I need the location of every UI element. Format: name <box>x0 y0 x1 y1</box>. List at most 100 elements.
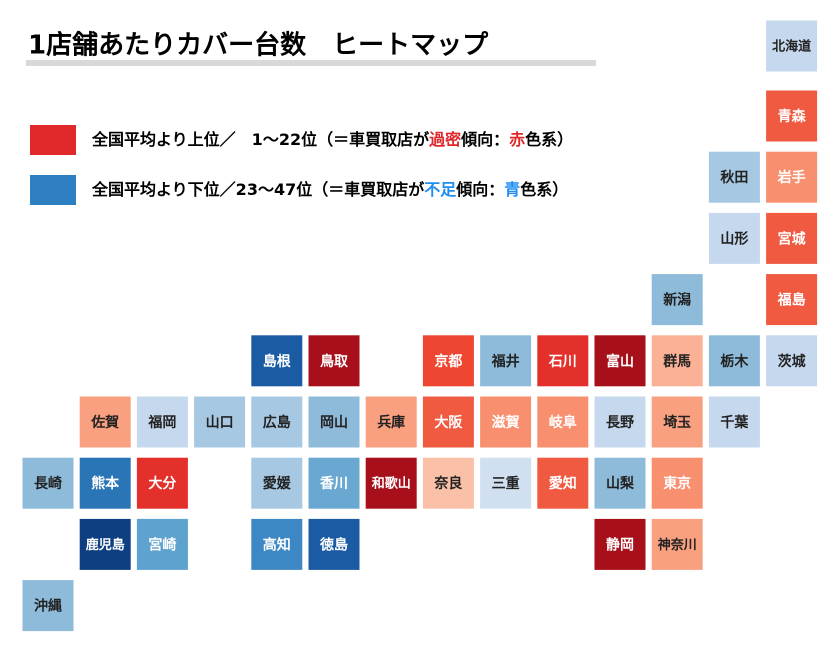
legend-swatch <box>30 175 76 205</box>
prefecture-label: 高知 <box>263 536 291 553</box>
prefecture-label: 青森 <box>778 108 807 125</box>
prefecture-tile <box>707 211 761 265</box>
prefecture-label: 沖縄 <box>34 598 62 615</box>
prefecture-tile <box>135 456 189 510</box>
prefecture-label: 山口 <box>206 415 234 431</box>
prefecture-tile <box>421 456 475 510</box>
prefecture-label: 石川 <box>548 354 577 370</box>
prefecture-tile <box>307 334 361 388</box>
prefecture-tile <box>135 517 189 571</box>
prefecture-label: 福岡 <box>147 414 176 431</box>
prefecture-label: 神奈川 <box>658 537 697 553</box>
prefecture-tile <box>250 334 304 388</box>
legend-text-part: 赤 <box>509 130 525 149</box>
prefecture-label: 東京 <box>663 475 691 492</box>
prefecture-tile <box>593 517 647 571</box>
prefecture-label: 愛知 <box>549 475 577 492</box>
prefecture-tile <box>536 456 590 510</box>
prefecture-tile <box>364 395 418 449</box>
prefecture-label: 大分 <box>148 475 176 492</box>
prefecture-label: 兵庫 <box>377 414 405 431</box>
prefecture-label: 熊本 <box>91 475 120 492</box>
prefecture-label: 北海道 <box>772 39 811 55</box>
prefecture-tile <box>250 395 304 449</box>
prefecture-tile <box>536 334 590 388</box>
prefecture-tile <box>479 395 533 449</box>
title: 1店舗あたりカバー台数 ヒートマップ <box>28 30 489 61</box>
prefecture-tile <box>650 395 704 449</box>
prefecture-tile <box>250 517 304 571</box>
prefecture-label: 鹿児島 <box>86 537 125 553</box>
prefecture-tile <box>650 334 704 388</box>
prefecture-tile <box>364 456 418 510</box>
prefecture-label: 茨城 <box>778 353 806 370</box>
prefecture-tile <box>21 456 75 510</box>
prefecture-tile <box>479 456 533 510</box>
prefecture-tile <box>650 456 704 510</box>
prefecture-label: 鳥取 <box>320 353 349 370</box>
prefecture-tile <box>78 456 132 510</box>
legend-text-part: 不足 <box>424 180 457 199</box>
prefecture-tile <box>536 395 590 449</box>
prefecture-label: 岐阜 <box>549 414 577 431</box>
prefecture-tile <box>307 456 361 510</box>
prefecture-label: 岩手 <box>777 169 806 186</box>
prefecture-label: 群馬 <box>662 353 691 370</box>
prefecture-tile <box>707 395 761 449</box>
prefecture-tile <box>21 579 75 633</box>
prefecture-label: 新潟 <box>663 292 691 309</box>
prefecture-label: 山梨 <box>606 475 635 492</box>
prefecture-tile <box>650 517 704 571</box>
prefecture-label: 和歌山 <box>372 476 411 492</box>
prefecture-label: 栃木 <box>720 353 749 370</box>
legend-text-part: 全国平均より下位／23～47位（＝車買取店が <box>91 180 424 199</box>
prefecture-tile <box>765 150 819 204</box>
legend-text-part: 傾向： <box>455 180 504 199</box>
prefecture-tile <box>765 334 819 388</box>
prefecture-label: 千葉 <box>720 414 749 431</box>
prefecture-tile <box>707 334 761 388</box>
prefecture-label: 奈良 <box>433 475 462 492</box>
prefecture-tile <box>250 456 304 510</box>
legend-text: 全国平均より上位／ 1～22位（＝車買取店が過密傾向：赤色系） <box>91 130 573 149</box>
prefecture-tile <box>593 334 647 388</box>
prefecture-label: 徳島 <box>319 536 348 553</box>
prefecture-label: 福島 <box>777 292 806 309</box>
title-underline <box>26 60 596 66</box>
prefecture-tile <box>307 517 361 571</box>
prefecture-label: 埼玉 <box>663 414 691 431</box>
prefecture-tile <box>307 395 361 449</box>
prefecture-label: 山形 <box>720 230 748 247</box>
legend-text-part: 過密 <box>428 130 461 149</box>
prefecture-tile <box>593 456 647 510</box>
prefecture-tile <box>135 395 189 449</box>
prefecture-label: 宮崎 <box>148 536 176 553</box>
prefecture-tile <box>650 273 704 327</box>
prefecture-tile <box>479 334 533 388</box>
legend-text-part: 全国平均より上位／ 1～22位（＝車買取店が <box>91 130 429 149</box>
prefecture-label: 福井 <box>491 353 520 370</box>
legend-swatch <box>30 125 76 155</box>
prefecture-tile <box>765 273 819 327</box>
prefecture-tile <box>765 19 819 73</box>
prefecture-label: 大阪 <box>434 414 463 431</box>
prefecture-label: 島根 <box>263 353 292 370</box>
prefecture-label: 岡山 <box>320 415 348 431</box>
legend-text-part: 傾向： <box>460 130 509 149</box>
prefecture-label: 佐賀 <box>90 414 119 431</box>
legend-text-part: 青 <box>504 180 520 199</box>
prefecture-label: 静岡 <box>606 536 634 553</box>
prefecture-label: 長崎 <box>34 475 62 492</box>
legend-text-part: 色系） <box>525 130 573 149</box>
prefecture-tile <box>421 395 475 449</box>
prefecture-tile <box>193 395 247 449</box>
prefecture-tile <box>78 395 132 449</box>
prefecture-tile <box>421 334 475 388</box>
prefecture-label: 滋賀 <box>492 414 520 431</box>
legend-text-part: 色系） <box>520 180 568 199</box>
prefecture-label: 秋田 <box>720 169 748 186</box>
prefecture-tile <box>707 150 761 204</box>
prefecture-tile <box>765 89 819 143</box>
legend-text: 全国平均より下位／23～47位（＝車買取店が不足傾向：青色系） <box>91 180 568 199</box>
